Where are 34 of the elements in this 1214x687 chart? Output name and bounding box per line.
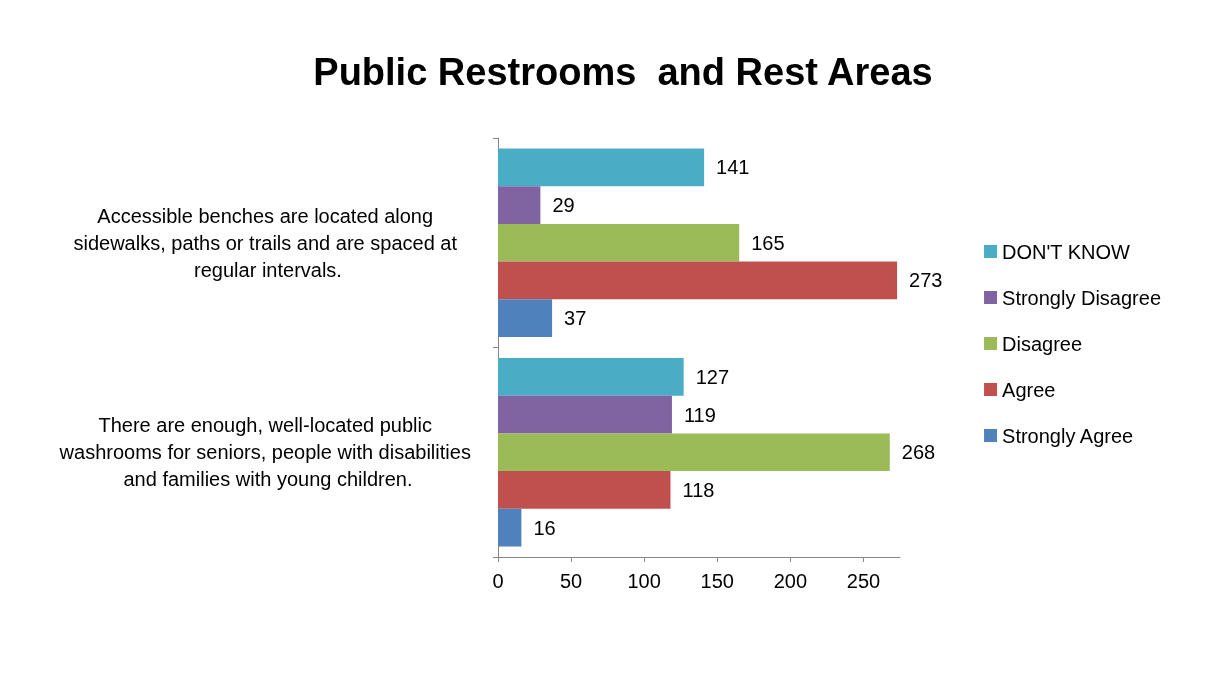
data-label: 29 [552, 194, 575, 217]
bar [498, 433, 890, 472]
chart-title: Public Restrooms and Rest Areas [313, 51, 933, 93]
bar [498, 508, 522, 547]
legend-label: DON'T KNOW [1002, 240, 1131, 263]
data-label: 127 [695, 365, 730, 388]
data-label: 141 [716, 156, 750, 179]
legend-label: Strongly Disagree [1002, 286, 1161, 309]
data-label: 16 [533, 516, 556, 539]
legend-label: Disagree [1002, 332, 1083, 355]
y-tick-label: Accessible benches are located along sidewalks, paths or trails and are spaced at regular intervals. [73, 204, 463, 281]
data-label: 268 [901, 441, 936, 464]
bar [498, 395, 672, 434]
bar [498, 186, 541, 224]
x-tick-label: 200 [773, 570, 808, 592]
x-tick-label: 0 [492, 570, 504, 592]
data-label: 119 [683, 403, 716, 426]
bar [498, 148, 705, 187]
bar [498, 261, 898, 300]
legend-label: Agree [1002, 378, 1056, 401]
legend-label: Strongly Agree [1002, 424, 1134, 447]
x-tick-label: 250 [846, 570, 881, 592]
bar [498, 223, 740, 262]
bar [498, 357, 684, 396]
x-tick-label: 100 [627, 570, 661, 592]
data-label: 273 [909, 269, 943, 292]
x-tick-label: 50 [559, 570, 583, 592]
bar [498, 471, 671, 509]
data-label: 165 [751, 231, 785, 254]
bar [498, 299, 553, 338]
data-label: 118 [682, 478, 715, 501]
data-label: 37 [564, 307, 587, 330]
y-tick-label: There are enough, well-located public washrooms for seniors, people with disabilities and families with young children. [58, 414, 477, 491]
x-tick-label: 150 [700, 570, 734, 592]
